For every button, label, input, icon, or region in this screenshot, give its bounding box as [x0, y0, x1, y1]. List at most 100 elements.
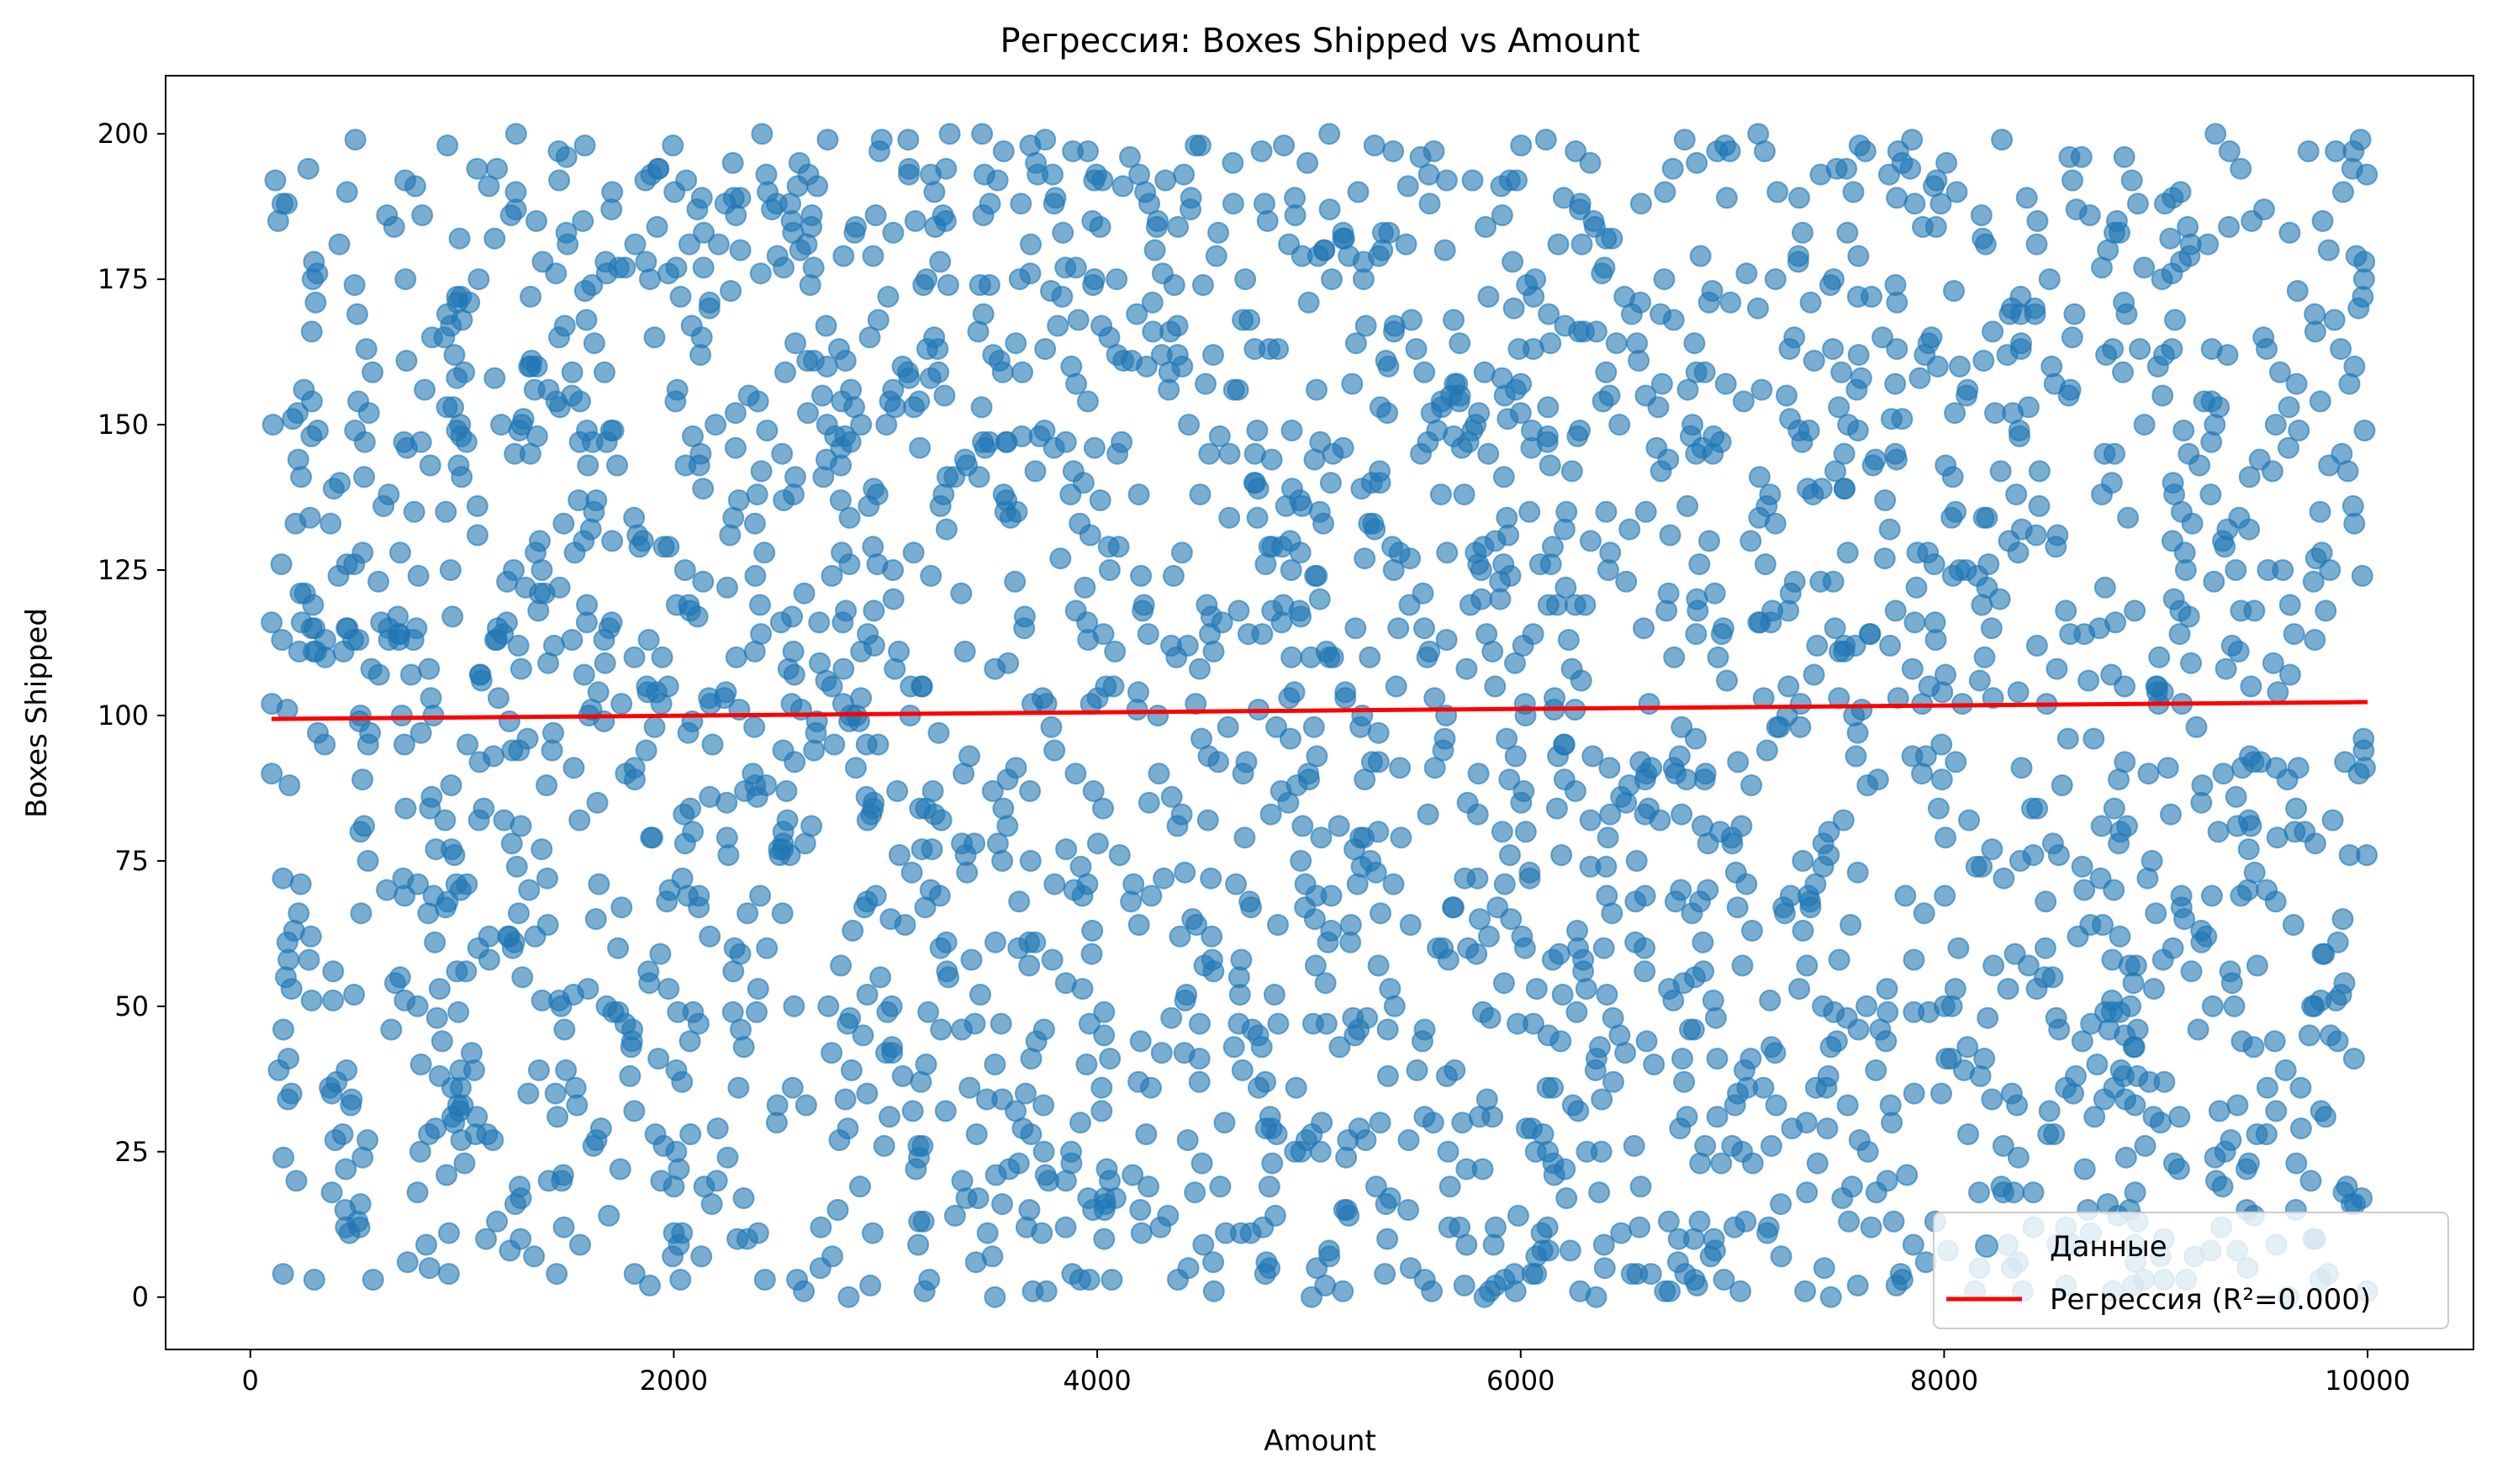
data-point: [1334, 681, 1357, 704]
data-point: [293, 582, 316, 605]
data-point: [1312, 239, 1335, 261]
data-point: [2005, 483, 2028, 506]
data-point: [830, 954, 853, 977]
data-point: [918, 1269, 941, 1291]
data-point: [1972, 227, 1994, 250]
data-point: [1077, 140, 1099, 162]
data-point: [1416, 646, 1439, 668]
data-point: [393, 989, 416, 1011]
data-point: [915, 1054, 937, 1075]
data-point: [1683, 332, 1706, 355]
data-point: [335, 1158, 357, 1180]
data-point: [1672, 972, 1695, 995]
data-point: [1797, 478, 1819, 500]
data-point: [394, 797, 417, 820]
data-point: [1930, 768, 1953, 791]
data-point: [699, 291, 721, 314]
data-point: [261, 611, 283, 634]
data-point: [1614, 1042, 1637, 1064]
data-point: [1765, 1094, 1787, 1117]
data-point: [1629, 1216, 1651, 1238]
data-point: [2134, 1134, 2156, 1157]
data-point: [1189, 483, 1212, 506]
data-point: [451, 466, 473, 489]
data-point: [418, 658, 441, 680]
data-point: [1956, 384, 1978, 407]
data-point: [724, 402, 747, 425]
data-point: [2190, 931, 2213, 953]
data-point: [1557, 629, 1580, 651]
data-point: [1493, 1269, 1516, 1291]
data-point: [319, 512, 342, 535]
data-point: [548, 169, 571, 192]
data-point: [1905, 576, 1928, 599]
data-point: [1894, 885, 1917, 907]
data-point: [888, 844, 911, 866]
data-point: [1064, 599, 1087, 622]
data-point: [2230, 157, 2252, 180]
data-point: [917, 1001, 940, 1023]
data-point: [557, 233, 579, 256]
data-point: [438, 1222, 460, 1244]
data-point: [990, 1012, 1012, 1035]
data-point: [2010, 332, 2032, 355]
data-point: [1732, 390, 1755, 413]
data-point: [1337, 1129, 1359, 1151]
data-point: [1759, 483, 1782, 506]
y-axis-ticks: 0 25 50 75 100 125 150 175 200: [98, 118, 166, 1313]
data-point: [1835, 157, 1858, 180]
data-point: [1332, 436, 1354, 459]
data-point: [879, 1106, 900, 1128]
data-point: [2117, 506, 2140, 529]
data-point: [1492, 972, 1515, 995]
data-point: [1067, 309, 1090, 331]
data-point: [357, 402, 380, 425]
data-point: [640, 826, 663, 849]
data-point: [2026, 797, 2049, 820]
data-point: [1303, 448, 1326, 471]
data-point: [2089, 867, 2112, 890]
data-point: [1880, 408, 1903, 430]
data-point: [1437, 1140, 1460, 1163]
data-point: [390, 705, 413, 726]
data-point: [1093, 1001, 1116, 1023]
data-point: [856, 984, 879, 1006]
data-point: [996, 815, 1019, 837]
data-point: [1222, 1036, 1245, 1059]
data-point: [328, 233, 351, 256]
data-point: [862, 245, 884, 267]
data-point: [1666, 1251, 1689, 1274]
data-point: [1267, 1012, 1290, 1035]
data-point: [1629, 193, 1652, 215]
data-point: [1459, 594, 1481, 616]
data-point: [356, 733, 379, 756]
data-point: [467, 268, 490, 291]
data-point: [395, 350, 418, 372]
data-point: [276, 193, 298, 215]
data-point: [2101, 989, 2123, 1011]
data-point: [1051, 285, 1074, 308]
data-point: [2178, 245, 2201, 267]
data-point: [1261, 1152, 1284, 1175]
data-point: [546, 1263, 568, 1286]
data-point: [842, 919, 864, 942]
data-point: [2160, 803, 2182, 826]
data-point: [1581, 745, 1604, 768]
data-point: [984, 931, 1006, 953]
data-point: [729, 239, 752, 261]
data-point: [2173, 541, 2196, 564]
data-point: [882, 588, 905, 610]
data-point: [823, 733, 846, 756]
data-point: [353, 430, 376, 453]
data-point: [2057, 384, 2080, 407]
data-point: [1218, 506, 1241, 529]
data-point: [924, 215, 947, 238]
data-point: [1175, 984, 1198, 1006]
data-point: [1285, 1076, 1307, 1099]
data-point: [773, 256, 795, 279]
data-point: [1106, 268, 1128, 291]
data-point: [1075, 1054, 1098, 1075]
data-point: [2185, 716, 2208, 738]
data-point: [2153, 344, 2175, 367]
